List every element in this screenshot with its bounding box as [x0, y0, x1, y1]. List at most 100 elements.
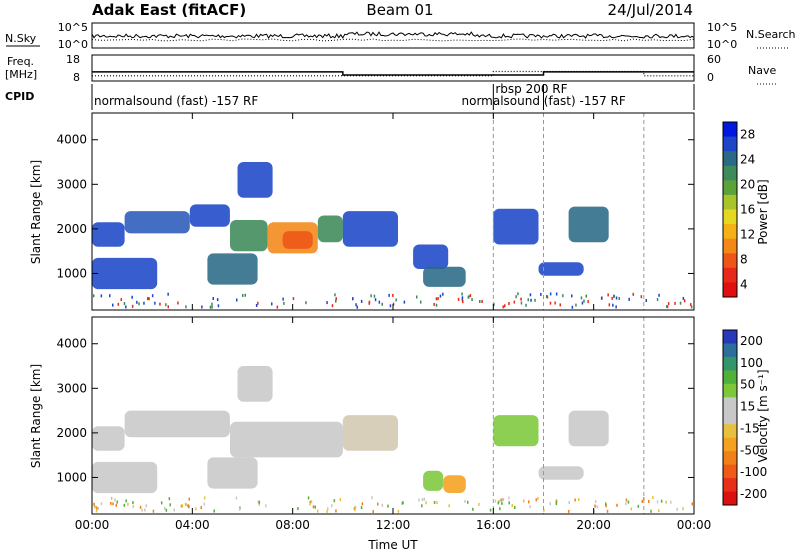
nave-tick-top: 60 — [707, 53, 721, 66]
speckle — [238, 507, 241, 511]
colorbar-swatch — [723, 238, 737, 254]
speckle — [555, 499, 558, 503]
speckle — [160, 501, 163, 505]
speckle — [562, 294, 564, 298]
y-tick-label: 3000 — [56, 381, 87, 395]
power-region-7 — [342, 211, 398, 247]
x-tick-label: 00:00 — [677, 518, 712, 532]
noise-search-trace — [91, 38, 695, 42]
x-tick-label: 04:00 — [175, 518, 210, 532]
speckle — [148, 297, 150, 301]
speckle — [212, 297, 214, 300]
speckle — [257, 500, 260, 504]
speckle — [574, 498, 576, 502]
speckle — [549, 292, 552, 296]
speckle — [461, 298, 464, 302]
colorbar-swatch — [723, 122, 737, 138]
power-region-11 — [413, 244, 449, 269]
speckle — [255, 304, 258, 307]
speckle — [373, 294, 376, 298]
speckle — [648, 500, 650, 503]
speckle — [682, 296, 685, 300]
speckle — [335, 509, 337, 513]
colorbar-tick-label: 12 — [740, 228, 755, 242]
speckle — [309, 500, 311, 504]
colorbar-swatch — [723, 370, 737, 385]
freq-strip — [91, 54, 695, 82]
freq-label-line2: [MHz] — [5, 68, 37, 81]
speckle — [625, 498, 628, 502]
speckle — [177, 301, 179, 305]
colorbar-swatch — [723, 464, 737, 479]
speckle — [615, 296, 618, 300]
speckle — [580, 296, 583, 300]
speckle — [333, 499, 336, 503]
speckle — [211, 305, 213, 309]
speckle — [468, 295, 470, 299]
speckle — [110, 501, 112, 505]
speckle — [352, 297, 354, 301]
nave-tick-bottom: 0 — [707, 71, 714, 84]
nsearch-label: N.Search — [746, 28, 796, 41]
speckle — [605, 502, 607, 506]
power-region-3 — [230, 220, 268, 252]
speckle — [100, 502, 103, 506]
speckle — [211, 302, 213, 306]
colorbar-tick-label: 4 — [740, 278, 748, 292]
speckle — [568, 501, 570, 504]
speckle — [132, 505, 134, 508]
speckle — [187, 504, 189, 508]
x-tick-label: 00:00 — [75, 518, 110, 532]
speckle — [549, 301, 552, 305]
speckle — [125, 499, 127, 503]
speckle — [546, 295, 549, 299]
speckle — [360, 299, 363, 303]
speckle — [120, 298, 122, 302]
power-region-10 — [237, 162, 273, 198]
speckle — [326, 301, 328, 305]
speckle — [481, 300, 483, 303]
y-tick-label: 4000 — [56, 337, 87, 351]
speckle — [594, 500, 597, 504]
colorbar-swatch — [723, 194, 737, 210]
speckle — [607, 293, 609, 297]
speckle — [670, 500, 672, 504]
speckle — [520, 297, 522, 301]
speckle — [165, 508, 168, 512]
speckle — [282, 297, 284, 301]
speckle — [335, 297, 337, 301]
speckle — [435, 297, 438, 301]
colorbar-swatch — [723, 267, 737, 283]
speckle — [439, 294, 442, 298]
power-region-15 — [568, 206, 609, 243]
speckle — [535, 498, 537, 502]
power-region-0 — [92, 222, 125, 247]
speckle — [112, 303, 114, 307]
x-tick-label: 08:00 — [275, 518, 310, 532]
speckle — [381, 302, 383, 306]
speckle — [650, 509, 652, 513]
speckle — [181, 504, 184, 508]
noise-strip — [91, 22, 695, 49]
cpid-label-2: normalsound (fast) -157 RF — [462, 94, 626, 108]
speckle — [312, 505, 315, 509]
velocity-region-8 — [443, 475, 466, 493]
speckle — [493, 302, 495, 306]
speckle — [217, 304, 220, 308]
speckle — [667, 302, 670, 306]
speckle — [143, 301, 145, 305]
speckle — [138, 302, 140, 306]
velocity-region-0 — [92, 426, 125, 451]
speckle — [392, 293, 394, 297]
speckle — [188, 505, 190, 509]
speckle — [529, 293, 532, 297]
speckle — [545, 295, 548, 298]
noise-tick-left-bottom: 10^0 — [58, 38, 88, 51]
colorbar-tick-label: 16 — [740, 203, 755, 217]
speckle — [549, 502, 551, 506]
speckle — [627, 500, 630, 504]
velocity-region-11 — [568, 410, 609, 447]
speckle — [421, 504, 423, 508]
speckle — [676, 507, 678, 511]
